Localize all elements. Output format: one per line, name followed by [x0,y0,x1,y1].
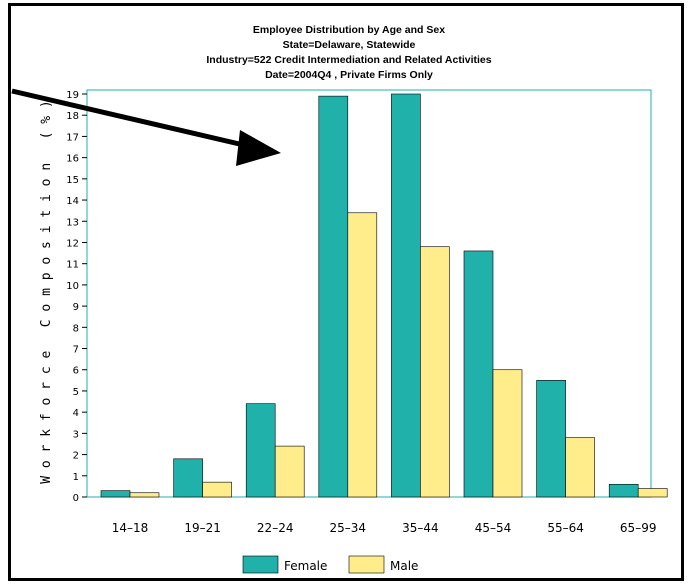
x-tick-label: 19–21 [184,521,221,535]
y-axis-label: W o r k f o r c e C o m p o s i t i o n … [39,100,54,484]
y-tick-label: 14 [66,196,79,207]
bar-male-2 [274,445,305,498]
y-tick-label: 7 [73,345,79,356]
y-tick-label: 0 [73,493,79,504]
arrow-shaft [11,88,249,149]
x-tick-label: 14–18 [112,521,149,535]
y-tick-label: 15 [66,175,79,186]
y-tick-label: 11 [66,260,79,271]
y-tick-label: 8 [73,323,79,334]
x-axis-ticks: 14–18 19–21 22–24 25–34 35–44 45–54 55–64 65–99 [112,521,657,535]
y-tick-label: 2 [73,451,79,462]
bar-female-3 [318,95,349,498]
bar-male-4 [420,246,450,498]
legend-label-female: Female [284,559,327,573]
bar-female-5 [463,250,494,498]
chart-subtitle-state: State=Delaware, Statewide [283,39,416,51]
chart-titles: Employee Distribution by Age and Sex Sta… [206,24,491,81]
x-tick-label: 45–54 [475,521,512,535]
y-tick-label: 1 [73,472,79,483]
x-tick-label: 22–24 [257,521,294,535]
bar-female-7 [608,483,639,498]
bar-male-1 [202,481,232,498]
bar-female-0 [100,490,131,498]
y-tick-label: 16 [66,154,79,165]
y-tick-label: 6 [73,366,79,377]
legend: Female Male [242,555,418,574]
legend-swatch-male [348,555,385,574]
bar-female-2 [245,403,276,498]
legend-swatch-female [242,555,279,574]
y-tick-label: 9 [73,302,79,313]
bar-male-3 [347,212,378,498]
y-tick-label: 13 [66,217,79,228]
x-tick-label: 25–34 [330,521,367,535]
bars-group [100,93,668,498]
chart-subtitle-date: Date=2004Q4 , Private Firms Only [265,69,433,81]
bar-male-5 [492,369,523,498]
bar-male-7 [637,488,668,498]
y-tick-label: 19 [66,90,79,101]
legend-label-male: Male [390,559,418,573]
x-tick-label: 65–99 [620,521,657,535]
bar-female-4 [391,93,421,498]
y-tick-label: 3 [73,429,79,440]
bar-female-1 [173,458,203,498]
y-tick-label: 10 [66,281,79,292]
chart-title: Employee Distribution by Age and Sex [253,24,445,36]
bar-male-6 [565,437,595,498]
arrow-head [236,130,281,166]
x-tick-label: 55–64 [547,521,584,535]
chart-subtitle-industry: Industry=522 Credit Intermediation and R… [206,54,491,66]
y-tick-label: 12 [66,238,79,249]
bar-female-6 [536,380,566,498]
y-tick-label: 4 [73,408,79,419]
y-tick-label: 5 [73,387,79,398]
y-tick-label: 17 [66,132,79,143]
annotation-arrow [11,88,281,166]
bar-male-0 [129,492,160,498]
y-tick-label: 18 [66,111,79,122]
x-tick-label: 35–44 [402,521,439,535]
